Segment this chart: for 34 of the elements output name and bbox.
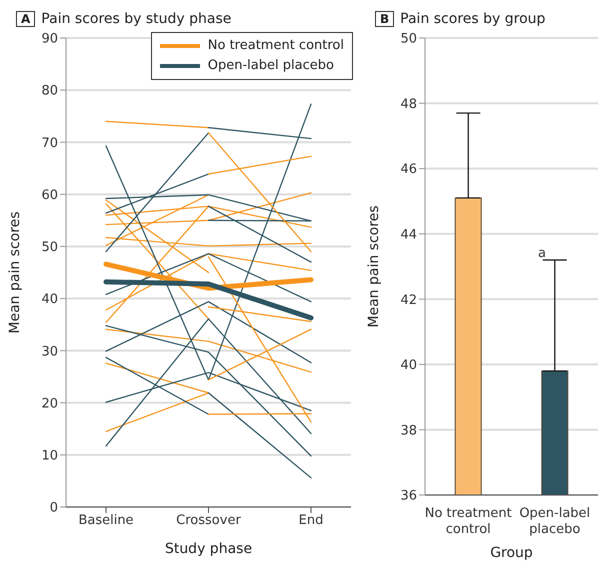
y-tick-label: 70 <box>41 136 58 151</box>
y-tick-label: 44 <box>400 227 417 242</box>
y-tick-label: 50 <box>41 240 58 256</box>
x-tick-label: Crossover <box>176 513 242 528</box>
y-axis-title: Mean pain scores <box>366 205 382 328</box>
x-axis-title: Group <box>490 545 533 561</box>
y-tick-label: 42 <box>400 292 417 308</box>
chart-title: Pain scores by group <box>400 11 546 27</box>
y-tick-label: 20 <box>41 396 58 412</box>
y-tick-label: 48 <box>400 96 417 112</box>
y-tick-label: 0 <box>50 500 58 516</box>
y-tick-label: 40 <box>400 358 417 374</box>
y-tick-label: 46 <box>400 162 417 178</box>
y-tick-label: 38 <box>400 423 417 438</box>
chart-title: Pain scores by study phase <box>41 11 232 27</box>
text: B <box>375 11 394 27</box>
y-tick-label: 90 <box>41 32 58 47</box>
y-tick-label: 80 <box>41 84 58 99</box>
x-tick-label: Open-label placebo <box>519 506 590 537</box>
x-tick-label: End <box>298 513 324 528</box>
y-tick-label: 10 <box>41 448 58 464</box>
x-axis-title: Study phase <box>164 541 252 557</box>
annotation: a <box>538 246 546 261</box>
legend-label: No treatment control <box>208 37 344 55</box>
y-tick-label: 30 <box>41 344 58 360</box>
x-tick-label: Baseline <box>78 513 134 528</box>
y-axis-title: Mean pain scores <box>6 211 23 334</box>
y-tick-label: 40 <box>41 292 58 308</box>
y-tick-label: 60 <box>41 188 58 203</box>
x-tick-label: No treatment control <box>424 506 512 537</box>
text: A <box>16 11 36 27</box>
y-tick-label: 36 <box>400 488 417 504</box>
legend-label: Open-label placebo <box>208 57 334 75</box>
y-tick-label: 50 <box>400 32 417 47</box>
